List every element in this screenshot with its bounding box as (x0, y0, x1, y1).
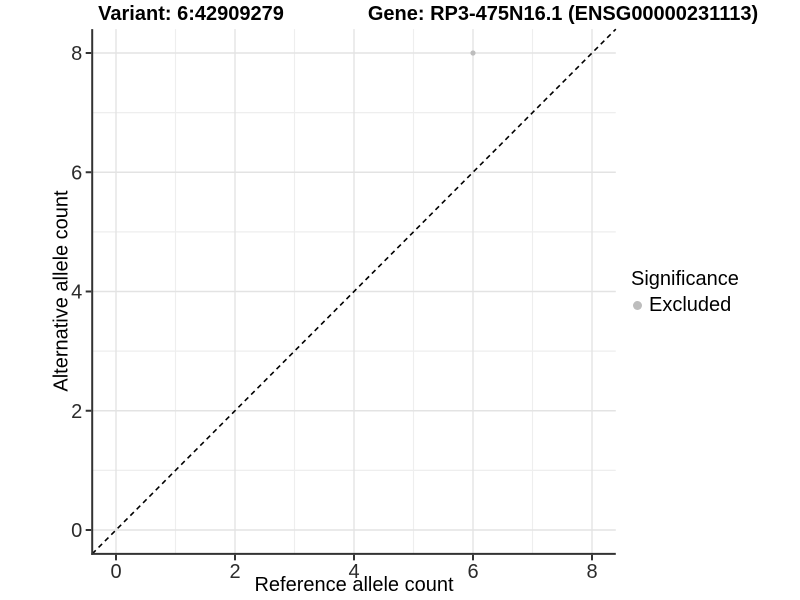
x-tick-label: 2 (229, 561, 240, 583)
y-tick-label: 4 (71, 282, 82, 304)
x-tick-label: 0 (110, 561, 121, 583)
legend-item-excluded: Excluded (631, 293, 739, 317)
plot-title-gene: Gene: RP3-475N16.1 (ENSG00000231113) (367, 3, 759, 25)
legend-title: Significance (631, 268, 739, 290)
y-tick-label: 0 (71, 520, 82, 542)
legend: Significance Excluded (631, 267, 739, 317)
y-tick-label: 6 (71, 162, 82, 184)
legend-item-label: Excluded (649, 293, 732, 316)
y-tick-label: 8 (71, 43, 82, 65)
data-point (470, 50, 476, 56)
legend-point-icon (633, 300, 642, 310)
x-tick-label: 8 (586, 561, 597, 583)
plot-title-variant: Variant: 6:42909279 (98, 3, 284, 25)
x-tick-label: 6 (467, 561, 478, 583)
x-tick-label: 4 (348, 561, 359, 583)
x-axis-title: Reference allele count (254, 574, 454, 596)
identity-dashed-line (91, 28, 617, 555)
y-axis-title: Alternative allele count (50, 190, 73, 392)
y-tick-label: 2 (71, 401, 82, 423)
